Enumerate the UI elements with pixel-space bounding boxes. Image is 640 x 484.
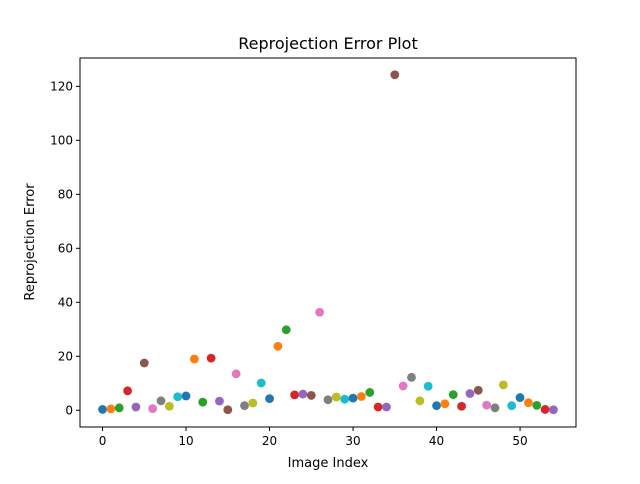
data-point-18 (248, 398, 258, 408)
data-point-43 (457, 401, 466, 411)
x-tick-label: 10 (178, 434, 193, 448)
axis-ticks: 0 10 20 30 40 50 0 20 40 60 80 100 120 (50, 79, 528, 448)
data-point-47 (490, 403, 500, 413)
data-point-8 (164, 401, 174, 411)
data-point-29 (340, 394, 350, 404)
data-point-23 (290, 390, 299, 400)
data-point-5 (139, 358, 149, 368)
data-point-27 (323, 395, 333, 405)
data-point-31 (357, 392, 366, 401)
data-point-12 (198, 397, 208, 407)
data-point-24 (298, 389, 308, 399)
y-tick-label: 60 (58, 241, 73, 255)
data-point-3 (123, 386, 132, 396)
data-point-42 (448, 390, 458, 400)
data-point-10 (181, 391, 191, 401)
data-point-19 (256, 378, 266, 388)
y-tick-label: 0 (65, 403, 73, 417)
data-point-11 (190, 354, 199, 364)
data-point-15 (223, 405, 233, 415)
data-point-16 (231, 369, 241, 379)
data-point-33 (373, 402, 383, 412)
data-point-32 (365, 388, 375, 397)
data-point-41 (440, 399, 450, 409)
data-point-52 (532, 401, 542, 410)
data-point-46 (482, 400, 492, 410)
data-point-2 (114, 403, 124, 413)
plot-frame (79, 57, 577, 428)
data-point-40 (432, 401, 441, 411)
data-point-50 (515, 393, 525, 402)
data-point-26 (315, 307, 325, 317)
data-point-54 (549, 405, 558, 415)
data-point-13 (206, 353, 216, 363)
data-point-17 (240, 401, 249, 411)
y-tick-label: 40 (58, 295, 73, 309)
data-point-6 (148, 404, 158, 414)
x-axis-label: Image Index (288, 456, 369, 471)
y-tick-label: 80 (58, 187, 73, 201)
x-tick-label: 50 (512, 434, 527, 448)
y-tick-label: 20 (58, 349, 73, 363)
data-point-51 (524, 398, 533, 408)
data-point-25 (306, 391, 316, 400)
data-point-36 (398, 381, 408, 391)
data-point-0 (98, 405, 107, 414)
data-point-53 (540, 405, 550, 414)
data-point-20 (265, 394, 274, 404)
data-point-44 (465, 389, 475, 398)
x-tick-label: 20 (262, 434, 277, 448)
y-tick-label: 100 (50, 133, 73, 147)
data-point-37 (407, 372, 416, 382)
data-point-9 (173, 392, 183, 402)
data-point-21 (273, 341, 283, 351)
chart-title: Reprojection Error Plot (238, 34, 417, 53)
data-point-28 (331, 392, 341, 402)
data-point-48 (498, 380, 508, 390)
x-tick-label: 30 (345, 434, 360, 448)
data-point-45 (473, 385, 483, 395)
data-point-34 (382, 402, 391, 412)
data-point-30 (348, 393, 358, 403)
y-axis-label: Reprojection Error (23, 183, 38, 301)
x-tick-label: 0 (99, 434, 107, 448)
data-point-1 (106, 404, 116, 414)
x-tick-label: 40 (429, 434, 444, 448)
data-point-38 (415, 396, 425, 406)
y-tick-label: 120 (50, 79, 73, 93)
data-point-7 (156, 396, 166, 406)
data-point-35 (390, 70, 400, 80)
data-point-49 (507, 401, 517, 411)
data-point-4 (131, 402, 141, 412)
data-point-14 (215, 396, 224, 406)
data-point-22 (281, 325, 291, 335)
data-points (98, 70, 558, 415)
data-point-39 (423, 381, 433, 391)
